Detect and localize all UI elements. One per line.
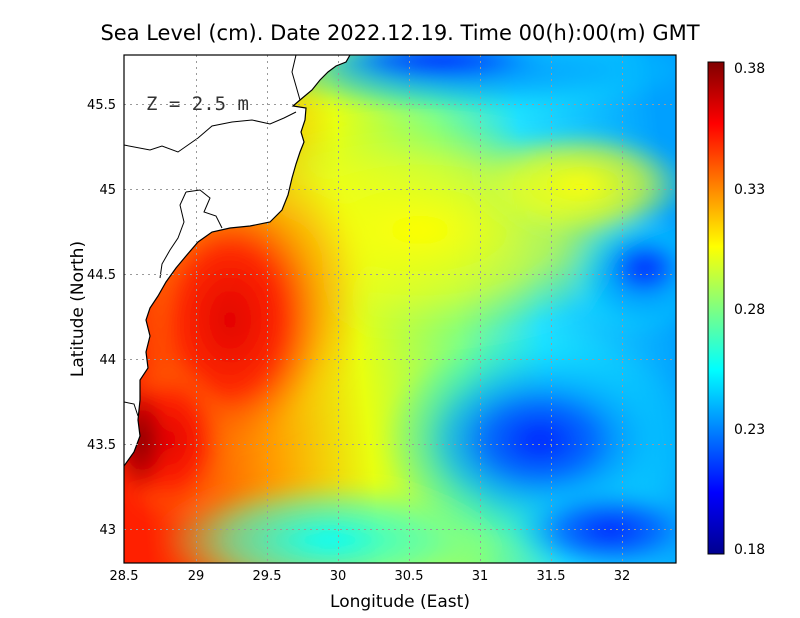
x-tick-31.5: 31.5: [537, 569, 566, 584]
x-axis-label: Longitude (East): [330, 592, 470, 612]
grid: [124, 55, 676, 563]
danube-channel: [291, 54, 301, 101]
x-tick-31: 31: [472, 569, 489, 584]
field-blob-blue-east: [600, 233, 676, 303]
y-tick-45.5: 45.5: [87, 98, 116, 113]
x-tick-29: 29: [188, 569, 205, 584]
colorbar-ticks: 0.38 0.33 0.28 0.23 0.18: [734, 61, 765, 558]
y-tick-45: 45: [99, 183, 116, 198]
river-delta-line: [123, 111, 297, 153]
y-tick-44.5: 44.5: [87, 268, 116, 283]
y-axis-label: Latitude (North): [68, 241, 88, 377]
depth-annotation: Z = 2.5 m: [146, 93, 249, 115]
field-blob-blue-top: [320, 55, 560, 85]
border-line: [123, 401, 139, 417]
x-tick-30.5: 30.5: [395, 569, 424, 584]
y-tick-43.5: 43.5: [87, 438, 116, 453]
field-blob-blue-southeast: [510, 485, 676, 563]
lake-outline: [159, 189, 223, 279]
chart-title: Sea Level (cm). Date 2022.12.19. Time 00…: [100, 21, 699, 45]
colorbar-tick-0.28: 0.28: [734, 302, 765, 318]
x-tick-32: 32: [614, 569, 631, 584]
y-axis-ticks: 43 43.5 44 44.5 45 45.5: [87, 98, 116, 538]
plot-frame: [123, 54, 677, 564]
x-tick-30: 30: [330, 569, 347, 584]
land-mask: [124, 55, 350, 466]
field-blob-yellow-east: [470, 130, 676, 240]
y-tick-43: 43: [99, 523, 116, 538]
colorbar: [707, 61, 725, 555]
y-tick-44: 44: [99, 353, 116, 368]
colorbar-tick-0.23: 0.23: [734, 422, 765, 438]
colorbar-tick-0.38: 0.38: [734, 61, 765, 77]
colorbar-tick-0.18: 0.18: [734, 542, 765, 558]
x-tick-29.5: 29.5: [253, 569, 282, 584]
x-tick-28.5: 28.5: [110, 569, 139, 584]
colorbar-tick-0.33: 0.33: [734, 182, 765, 198]
field-blob-blue-south: [430, 370, 650, 510]
x-axis-ticks: 28.5 29 29.5 30 30.5 31 31.5 32: [110, 569, 631, 584]
